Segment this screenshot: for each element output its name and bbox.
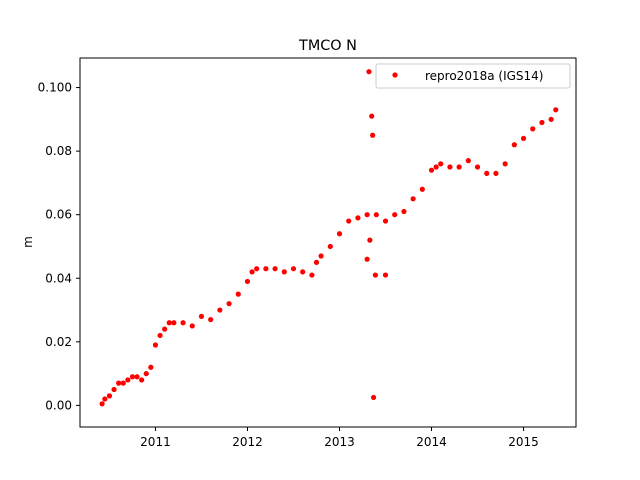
data-point bbox=[511, 142, 517, 148]
data-point bbox=[106, 393, 113, 399]
data-point bbox=[129, 374, 136, 380]
legend-marker bbox=[392, 72, 398, 78]
data-point bbox=[111, 386, 117, 393]
data-point bbox=[366, 69, 372, 75]
data-point bbox=[502, 161, 508, 167]
legend-label: repro2018a (IGS14) bbox=[425, 69, 543, 83]
data-points bbox=[99, 69, 559, 407]
data-point bbox=[474, 164, 481, 170]
data-point bbox=[438, 161, 444, 167]
data-point bbox=[180, 320, 186, 326]
x-tick-label: 2012 bbox=[232, 435, 263, 449]
data-point bbox=[364, 256, 370, 262]
data-point bbox=[372, 272, 378, 278]
data-point bbox=[162, 326, 168, 332]
data-point bbox=[171, 320, 177, 326]
data-point bbox=[327, 243, 333, 250]
data-point bbox=[539, 119, 545, 126]
data-point bbox=[401, 208, 407, 215]
data-point bbox=[419, 186, 425, 192]
data-point bbox=[139, 377, 145, 383]
data-point bbox=[392, 212, 398, 218]
data-point bbox=[244, 278, 251, 285]
y-tick-label: 0.08 bbox=[45, 144, 72, 158]
data-point bbox=[254, 266, 260, 272]
data-point bbox=[447, 164, 453, 170]
x-tick-label: 2011 bbox=[140, 435, 171, 449]
data-point bbox=[235, 291, 241, 297]
data-point bbox=[433, 164, 439, 170]
data-point bbox=[217, 307, 223, 313]
data-point bbox=[382, 272, 389, 278]
data-point bbox=[373, 212, 379, 218]
data-point bbox=[116, 380, 122, 386]
data-point bbox=[548, 116, 554, 122]
legend: repro2018a (IGS14) bbox=[375, 63, 571, 89]
data-point bbox=[382, 218, 389, 224]
data-point bbox=[530, 126, 536, 132]
data-point bbox=[336, 231, 343, 237]
data-point bbox=[370, 394, 377, 401]
data-point bbox=[143, 371, 149, 377]
data-point bbox=[102, 396, 108, 402]
y-axis: 0.00 0.02 0.04 0.06 0.08 0.100 bbox=[38, 81, 80, 412]
x-tick-label: 2013 bbox=[324, 435, 355, 449]
data-point bbox=[198, 313, 205, 319]
y-tick-label: 0.100 bbox=[38, 81, 72, 95]
data-point bbox=[369, 113, 375, 119]
data-point bbox=[300, 269, 306, 275]
data-point bbox=[313, 259, 320, 265]
y-tick-label: 0.06 bbox=[45, 208, 72, 222]
data-point bbox=[309, 272, 315, 278]
data-point bbox=[493, 170, 499, 176]
y-tick-label: 0.02 bbox=[45, 335, 72, 349]
data-point bbox=[346, 218, 352, 224]
data-point bbox=[364, 212, 370, 218]
data-point bbox=[99, 401, 105, 407]
data-point bbox=[367, 237, 373, 243]
data-point bbox=[456, 164, 462, 170]
data-point bbox=[249, 269, 255, 275]
data-point bbox=[520, 135, 527, 142]
data-point bbox=[281, 269, 287, 275]
data-point bbox=[189, 323, 195, 329]
plot-frame bbox=[79, 57, 577, 428]
data-point bbox=[134, 374, 140, 380]
data-point bbox=[553, 107, 559, 113]
data-point bbox=[318, 253, 324, 259]
y-tick-label: 0.04 bbox=[45, 271, 72, 285]
data-point bbox=[226, 301, 232, 307]
data-point bbox=[263, 266, 269, 272]
data-point bbox=[125, 377, 131, 383]
y-tick-label: 0.00 bbox=[45, 398, 72, 412]
data-point bbox=[120, 380, 126, 386]
data-point bbox=[465, 158, 471, 164]
data-point bbox=[355, 215, 361, 221]
data-point bbox=[157, 332, 163, 339]
data-point bbox=[166, 320, 172, 326]
data-point bbox=[208, 316, 214, 323]
data-point bbox=[428, 167, 435, 173]
data-point bbox=[152, 342, 159, 348]
data-point bbox=[290, 266, 297, 272]
y-axis-label: m bbox=[21, 236, 35, 248]
data-point bbox=[484, 170, 490, 176]
data-point bbox=[370, 132, 376, 138]
data-point bbox=[148, 364, 154, 370]
data-point bbox=[410, 196, 416, 202]
x-axis: 2011 2012 2013 2014 2015 bbox=[140, 427, 539, 449]
x-tick-label: 2014 bbox=[416, 435, 447, 449]
legend-box bbox=[375, 63, 571, 89]
data-point bbox=[272, 266, 278, 272]
chart-title: TMCO N bbox=[298, 38, 357, 54]
x-tick-label: 2015 bbox=[508, 435, 539, 449]
